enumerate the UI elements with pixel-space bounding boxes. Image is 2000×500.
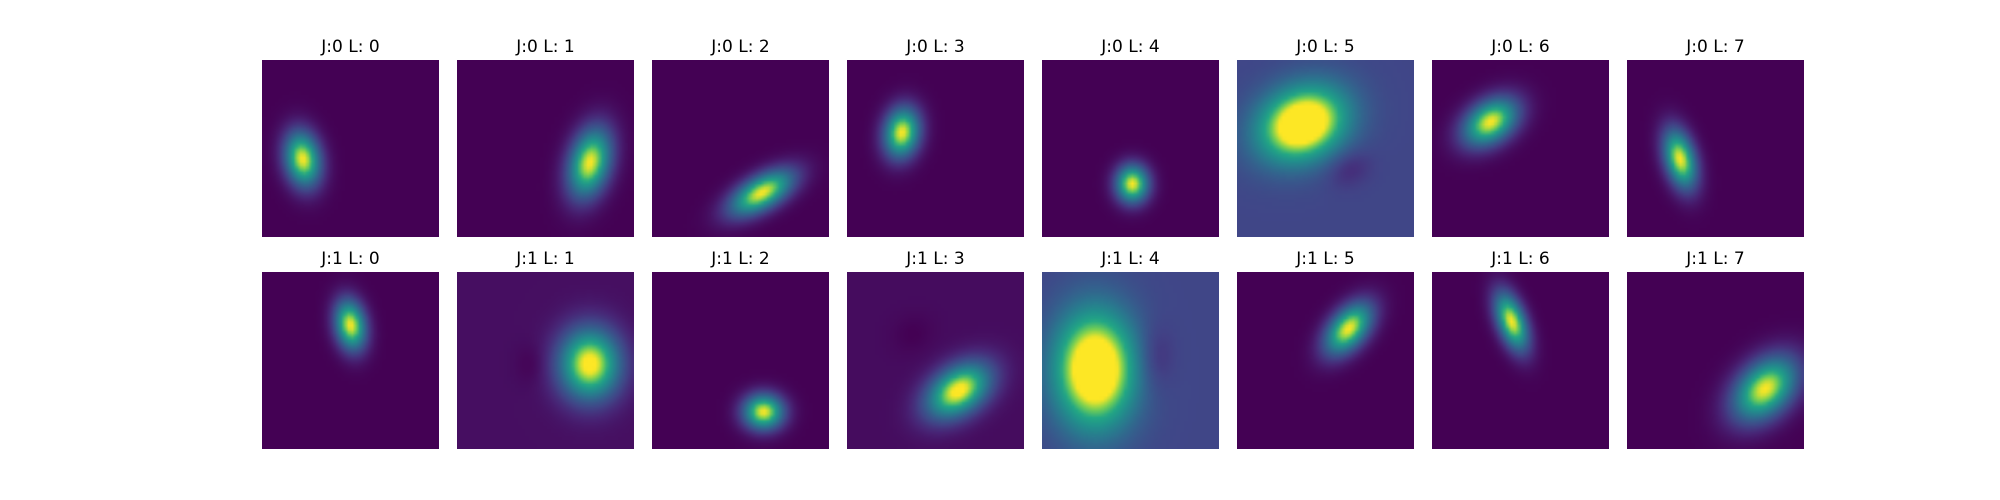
panel-title: J:0 L: 7 (1685, 37, 1744, 57)
panels-group: J:0 L: 0 J:0 L: 1 J:0 L: 2 J:0 L: 3 J:0 L: 4… (262, 37, 1804, 449)
filter-panel: J:1 L: 2 (652, 249, 829, 449)
filter-panel: J:0 L: 4 (1042, 37, 1219, 237)
panel-title: J:0 L: 1 (515, 37, 574, 57)
panel-title: J:1 L: 4 (1100, 249, 1159, 269)
filter-panel: J:0 L: 1 (457, 37, 634, 237)
filter-heatmap (1432, 60, 1609, 237)
filter-panel: J:1 L: 6 (1432, 249, 1609, 449)
filter-panel: J:1 L: 4 (1042, 249, 1219, 449)
panel-title: J:1 L: 5 (1295, 249, 1354, 269)
filter-panel: J:0 L: 7 (1627, 37, 1804, 237)
filter-heatmap (262, 272, 439, 449)
filter-heatmap (847, 60, 1024, 237)
panel-title: J:0 L: 2 (710, 37, 769, 57)
filter-panel: J:1 L: 5 (1237, 249, 1414, 449)
filter-panel: J:1 L: 3 (847, 249, 1024, 449)
panel-title: J:0 L: 6 (1490, 37, 1549, 57)
panel-title: J:0 L: 0 (320, 37, 379, 57)
filter-heatmap (652, 272, 829, 449)
filter-heatmap (1627, 272, 1804, 449)
filter-heatmap (1627, 60, 1804, 237)
panel-title: J:1 L: 3 (905, 249, 964, 269)
panel-title: J:0 L: 3 (905, 37, 964, 57)
filter-heatmap (847, 272, 1024, 449)
filter-heatmap (652, 60, 829, 237)
panel-title: J:1 L: 0 (320, 249, 379, 269)
panel-title: J:0 L: 5 (1295, 37, 1354, 57)
panel-title: J:1 L: 7 (1685, 249, 1744, 269)
panel-title: J:1 L: 6 (1490, 249, 1549, 269)
filter-heatmap (1432, 272, 1609, 449)
filter-heatmap (1042, 60, 1219, 237)
filter-panel: J:1 L: 0 (262, 249, 439, 449)
filter-heatmap (1042, 272, 1219, 449)
filter-heatmap (1237, 272, 1414, 449)
filter-panel: J:1 L: 7 (1627, 249, 1804, 449)
filter-panel: J:0 L: 5 (1237, 37, 1414, 237)
filter-panel: J:0 L: 2 (652, 37, 829, 237)
filter-panel: J:1 L: 1 (457, 249, 634, 449)
filter-heatmap (457, 272, 634, 449)
panel-title: J:0 L: 4 (1100, 37, 1159, 57)
panel-title: J:1 L: 1 (515, 249, 574, 269)
filter-panel: J:0 L: 6 (1432, 37, 1609, 237)
panel-title: J:1 L: 2 (710, 249, 769, 269)
filter-panel: J:0 L: 3 (847, 37, 1024, 237)
filter-heatmap (1237, 60, 1414, 237)
filter-heatmap (262, 60, 439, 237)
filter-heatmap (457, 60, 634, 237)
filter-panel: J:0 L: 0 (262, 37, 439, 237)
